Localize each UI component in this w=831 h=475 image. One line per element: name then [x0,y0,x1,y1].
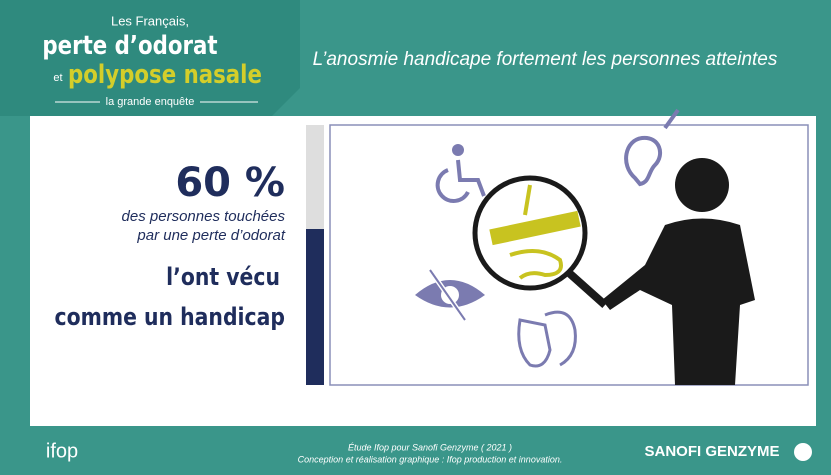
illustration [329,108,809,386]
headline-value: 60 % [175,160,285,206]
footer-credit: Étude Ifop pour Sanofi Genzyme ( 2021 ) [348,442,512,452]
footer-logo: ifop [46,440,78,462]
person-silhouette [602,158,755,385]
header-kicker: Les Français, [111,13,189,28]
brand-mark [794,443,812,461]
footer-credit: Conception et réalisation graphique : If… [298,454,563,464]
wheelchair-icon [435,144,486,203]
header-conjunction: et [53,72,62,84]
nose-icon [509,184,563,280]
masks-icon [517,310,577,368]
magnifier-handle [565,269,608,308]
header-block [0,0,300,116]
ear-icon [624,108,680,187]
eye-icon [415,268,485,322]
header-line2: polypose nasale [68,59,262,90]
bar-fill [306,229,324,385]
statement-line: comme un handicap [54,303,285,331]
statement-line: l’ont vécu [166,263,280,291]
description-line: des personnes touchées [122,208,286,225]
cross-band [489,210,581,246]
header-tagline: la grande enquête [106,96,195,108]
footer-brand: SANOFI GENZYME [644,443,779,460]
header-line1: perte d’odorat [42,30,217,61]
title: L’anosmie handicape fortement les person… [313,49,778,70]
description-line: par une perte d’odorat [136,227,285,244]
